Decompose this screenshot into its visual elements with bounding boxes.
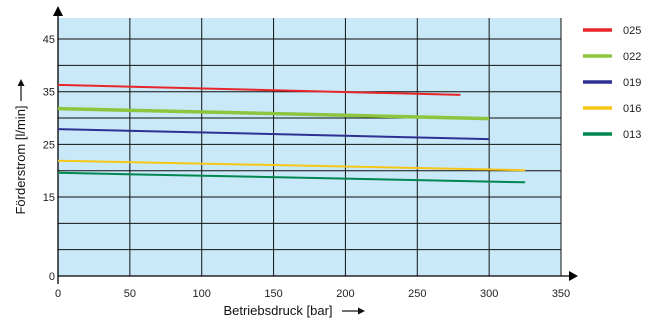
x-tick-labels: 0 50 100 150 200 250 300 350 <box>55 288 570 300</box>
x-tick-label: 150 <box>264 288 282 300</box>
legend-label-016: 016 <box>623 103 641 115</box>
legend-label-025: 025 <box>623 25 641 37</box>
x-axis-label-arrow <box>342 307 365 315</box>
legend-label-013: 013 <box>623 129 641 141</box>
legend: 025 022 019 016 013 <box>583 25 641 141</box>
y-tick-label: 15 <box>43 192 55 204</box>
series-line-025 <box>57 83 461 96</box>
x-tick-label: 50 <box>124 288 136 300</box>
y-tick-label: 35 <box>43 87 55 99</box>
legend-label-019: 019 <box>623 77 641 89</box>
y-axis-label-arrow <box>17 79 25 101</box>
series-line-022 <box>57 106 490 121</box>
y-axis-label: Förderstrom [l/min] <box>13 105 28 214</box>
legend-label-022: 022 <box>623 51 641 63</box>
series-lines <box>57 83 526 184</box>
x-axis-label: Betriebsdruck [bar] <box>223 303 332 318</box>
y-axis-arrow <box>53 6 63 16</box>
y-tick-label: 25 <box>43 139 55 151</box>
x-axis-arrow <box>569 271 578 281</box>
y-tick-labels: 0 15 25 35 45 <box>43 34 55 283</box>
x-tick-label: 350 <box>552 288 570 300</box>
x-tick-label: 250 <box>408 288 426 300</box>
series-line-013 <box>57 171 526 184</box>
x-tick-label: 100 <box>193 288 211 300</box>
y-tick-label: 0 <box>49 271 55 283</box>
axes <box>53 6 578 284</box>
y-tick-label: 45 <box>43 34 55 46</box>
series-line-019 <box>57 128 490 141</box>
series-line-016 <box>57 159 526 172</box>
x-tick-label: 300 <box>480 288 498 300</box>
x-tick-label: 200 <box>336 288 354 300</box>
plot-area <box>58 18 561 276</box>
x-tick-label: 0 <box>55 288 61 300</box>
